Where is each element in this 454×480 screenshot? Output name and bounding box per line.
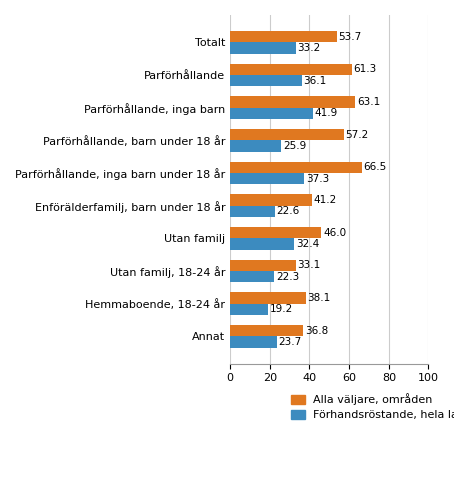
Bar xyxy=(230,260,296,271)
Bar xyxy=(230,238,294,250)
Bar xyxy=(230,31,337,42)
Text: 63.1: 63.1 xyxy=(357,97,380,107)
Bar xyxy=(230,292,306,304)
Bar xyxy=(230,129,344,140)
Text: 32.4: 32.4 xyxy=(296,239,319,249)
Bar xyxy=(230,336,277,348)
Bar xyxy=(230,108,313,119)
Legend: Alla väljare, områden, Förhandsröstande, hela landet: Alla väljare, områden, Förhandsröstande,… xyxy=(291,394,454,420)
Text: 36.8: 36.8 xyxy=(305,325,328,336)
Bar xyxy=(230,63,352,75)
Bar xyxy=(230,194,312,205)
Bar xyxy=(230,271,274,282)
Text: 53.7: 53.7 xyxy=(338,32,361,42)
Text: 41.9: 41.9 xyxy=(315,108,338,119)
Bar xyxy=(230,205,275,217)
Text: 38.1: 38.1 xyxy=(307,293,331,303)
Text: 41.2: 41.2 xyxy=(313,195,337,205)
Text: 23.7: 23.7 xyxy=(279,337,302,347)
Bar xyxy=(230,96,355,108)
Text: 33.1: 33.1 xyxy=(297,260,321,270)
Bar xyxy=(230,173,304,184)
Text: 36.1: 36.1 xyxy=(303,76,326,85)
Bar xyxy=(230,162,362,173)
Text: 22.6: 22.6 xyxy=(276,206,300,216)
Text: 33.2: 33.2 xyxy=(297,43,321,53)
Text: 25.9: 25.9 xyxy=(283,141,306,151)
Bar xyxy=(230,227,321,238)
Bar xyxy=(230,75,302,86)
Text: 19.2: 19.2 xyxy=(270,304,293,314)
Bar xyxy=(230,325,303,336)
Text: 66.5: 66.5 xyxy=(364,162,387,172)
Text: 22.3: 22.3 xyxy=(276,272,299,282)
Bar xyxy=(230,42,296,54)
Text: 61.3: 61.3 xyxy=(353,64,376,74)
Bar xyxy=(230,304,268,315)
Text: 37.3: 37.3 xyxy=(306,174,329,184)
Bar xyxy=(230,140,281,152)
Text: 57.2: 57.2 xyxy=(345,130,369,140)
Text: 46.0: 46.0 xyxy=(323,228,346,238)
